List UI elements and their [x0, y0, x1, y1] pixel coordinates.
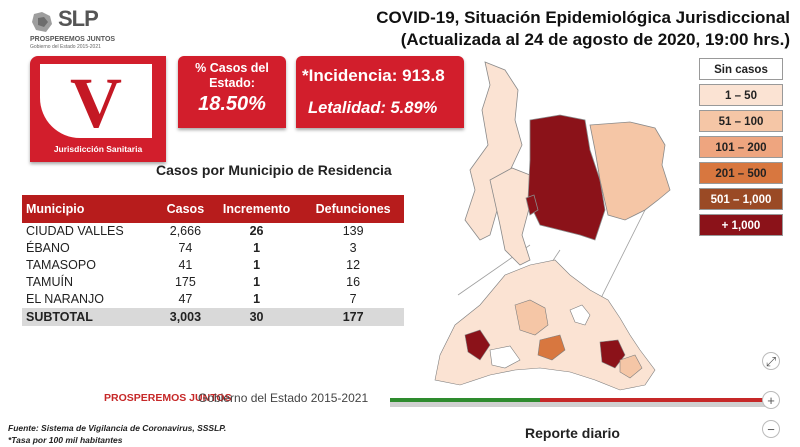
footer-grey-stripe: [390, 402, 765, 407]
cell-municipio: SUBTOTAL: [22, 307, 160, 326]
jurisdiction-map: [434, 61, 671, 391]
jurisdiction-label: Jurisdicción Sanitaria: [53, 144, 143, 154]
legend-item: 201 – 500: [699, 162, 783, 184]
header-incremento: Incremento: [210, 195, 303, 223]
cell-incremento: 26: [210, 223, 303, 240]
cell-incremento: 30: [210, 307, 303, 326]
slp-logo-icon: [32, 12, 52, 32]
cell-defunciones: 3: [302, 239, 404, 257]
logo-text: SLP: [58, 6, 99, 31]
jurisdiction-letter: V: [70, 63, 122, 143]
footer-note: *Tasa por 100 mil habitantes: [8, 435, 123, 445]
footer-red-stripe: [540, 398, 765, 402]
cell-defunciones: 177: [302, 307, 404, 326]
table-header-row: Municipio Casos Incremento Defunciones: [22, 195, 404, 223]
table-title: Casos por Municipio de Residencia: [156, 162, 392, 178]
cell-incremento: 1: [210, 256, 303, 274]
jurisdiction-badge: V Jurisdicción Sanitaria: [30, 56, 166, 162]
cell-incremento: 1: [210, 273, 303, 291]
cell-defunciones: 12: [302, 256, 404, 274]
footer-government: Gobierno del Estado 2015-2021: [198, 391, 369, 405]
incidence-value: *Incidencia: 913.8: [302, 66, 445, 85]
table-row: TAMUÍN 175 1 16: [22, 273, 404, 291]
legend-item: 101 – 200: [699, 136, 783, 158]
state-percentage-card: % Casos del Estado: 18.50%: [178, 56, 286, 128]
footer-slogan: PROSPEREMOS JUNTOS: [104, 392, 232, 404]
header-casos: Casos: [159, 195, 211, 223]
page-title: COVID-19, Situación Epidemiológica Juris…: [376, 8, 790, 27]
legend-item: 501 – 1,000: [699, 188, 783, 210]
cell-casos: 3,003: [159, 307, 211, 326]
cell-defunciones: 7: [302, 290, 404, 308]
cell-incremento: 1: [210, 239, 303, 257]
legend-item: Sin casos: [699, 58, 783, 80]
map-legend: Sin casos 1 – 50 51 – 100 101 – 200 201 …: [699, 58, 783, 240]
cell-casos: 41: [159, 256, 211, 274]
footer-source: Fuente: Sistema de Vigilancia de Coronav…: [8, 423, 227, 433]
cell-municipio: EL NARANJO: [22, 290, 160, 308]
zoom-in-button[interactable]: +: [762, 391, 780, 409]
report-caption: Reporte diario: [525, 425, 620, 441]
state-map: [434, 259, 656, 391]
fit-screen-icon[interactable]: ⤢: [762, 352, 780, 370]
table-row: CIUDAD VALLES 2,666 26 139: [22, 223, 404, 240]
cell-incremento: 1: [210, 290, 303, 308]
cell-municipio: ÉBANO: [22, 239, 160, 257]
cell-casos: 175: [159, 273, 211, 291]
legend-item: 1 – 50: [699, 84, 783, 106]
state-percentage-label: % Casos del Estado:: [195, 61, 269, 90]
cell-casos: 47: [159, 290, 211, 308]
header-municipio: Municipio: [22, 195, 160, 223]
incidence-card: *Incidencia: 913.8 Letalidad: 5.89%: [296, 56, 464, 128]
cell-municipio: TAMUÍN: [22, 273, 160, 291]
badge-letter-panel: V: [40, 64, 152, 142]
legend-item: 51 – 100: [699, 110, 783, 132]
subtotal-row: SUBTOTAL 3,003 30 177: [22, 307, 404, 326]
cell-defunciones: 16: [302, 273, 404, 291]
table-row: ÉBANO 74 1 3: [22, 239, 404, 257]
cell-casos: 74: [159, 239, 211, 257]
cell-municipio: TAMASOPO: [22, 256, 160, 274]
cases-table: Municipio Casos Incremento Defunciones C…: [22, 195, 404, 326]
lethality-value: Letalidad: 5.89%: [308, 99, 438, 117]
zoom-out-button[interactable]: −: [762, 420, 780, 438]
cell-municipio: CIUDAD VALLES: [22, 223, 160, 240]
zoomed-jurisdiction: [464, 61, 671, 266]
state-percentage-value: 18.50%: [198, 93, 266, 115]
cell-casos: 2,666: [159, 223, 211, 240]
logo-government: Gobierno del Estado 2015-2021: [30, 44, 101, 50]
header-defunciones: Defunciones: [302, 195, 404, 223]
page-subtitle: (Actualizada al 24 de agosto de 2020, 19…: [400, 30, 790, 49]
cell-defunciones: 139: [302, 223, 404, 240]
table-row: TAMASOPO 41 1 12: [22, 256, 404, 274]
table-row: EL NARANJO 47 1 7: [22, 290, 404, 308]
logo-slogan: PROSPEREMOS JUNTOS: [30, 36, 116, 43]
legend-item: + 1,000: [699, 214, 783, 236]
